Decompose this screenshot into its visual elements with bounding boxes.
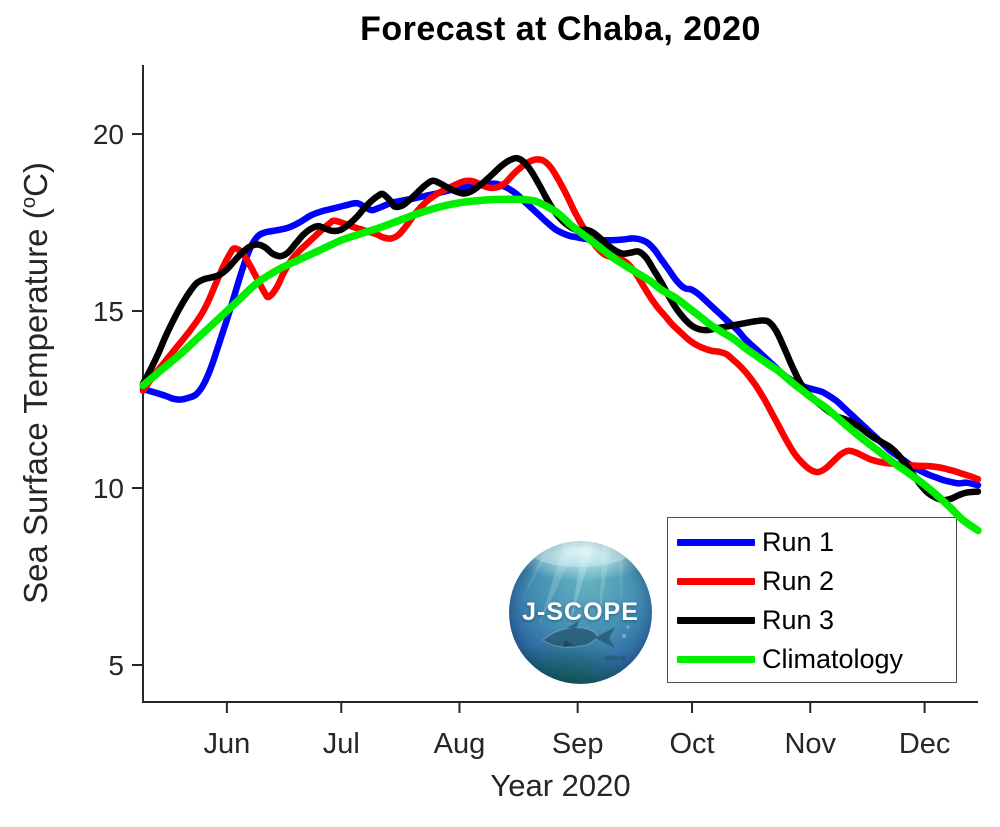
x-tick-label-oct: Oct: [669, 728, 714, 760]
legend-item-run-3: Run 3: [668, 601, 956, 640]
x-tick-label-dec: Dec: [899, 728, 951, 760]
legend-label: Run 1: [762, 527, 835, 557]
x-tick-label-jul: Jul: [323, 728, 360, 760]
y-tick-label: 5: [108, 650, 124, 681]
y-tick-label: 20: [93, 119, 124, 150]
legend-swatch: [677, 656, 755, 663]
jscope-logo: J-SCOPE: [509, 541, 652, 684]
y-axis-label: Sea Surface Temperature (oC): [17, 162, 55, 604]
y-axis-label-pre: Sea Surface Temperature (: [17, 208, 54, 604]
legend-swatch: [677, 578, 755, 585]
x-tick-label-aug: Aug: [434, 728, 486, 760]
legend-swatch: [677, 539, 755, 546]
chart-title: Forecast at Chaba, 2020: [360, 10, 761, 48]
series-line-run-3: [139, 154, 982, 504]
legend-swatch: [677, 617, 755, 624]
x-tick-label-nov: Nov: [784, 728, 836, 760]
legend-item-climatology: Climatology: [668, 640, 956, 679]
y-axis-label-sup: o: [17, 196, 40, 209]
legend-label: Climatology: [762, 644, 904, 674]
legend: Run 1 Run 2 Run 3 Climatology: [667, 517, 957, 683]
x-axis-label: Year 2020: [490, 768, 631, 803]
series-line-run-2: [139, 156, 982, 483]
legend-item-run-1: Run 1: [668, 523, 956, 562]
x-tick-label-sep: Sep: [552, 728, 604, 760]
series-line-run-1: [139, 180, 982, 489]
x-tick-label-jun: Jun: [203, 728, 250, 760]
series-line-climatology: [139, 195, 982, 535]
y-axis-label-post: C): [17, 162, 54, 197]
legend-label: Run 2: [762, 566, 835, 596]
legend-item-run-2: Run 2: [668, 562, 956, 601]
y-tick-label: 10: [93, 473, 124, 504]
y-tick-label: 15: [93, 296, 124, 327]
legend-label: Run 3: [762, 605, 835, 635]
fish-icon: [542, 621, 626, 662]
jscope-logo-text: J-SCOPE: [522, 598, 639, 626]
